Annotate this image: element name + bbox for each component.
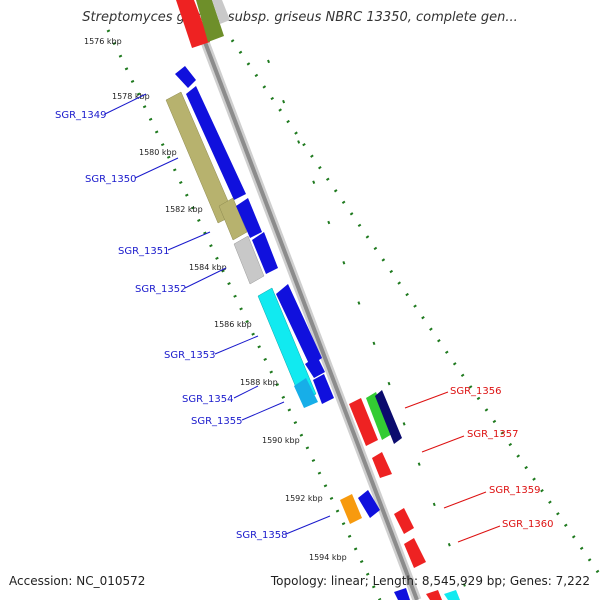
tick-label: 1580 kbp	[139, 148, 177, 157]
gene-blue-f	[358, 490, 380, 518]
callout-line	[184, 267, 227, 289]
gene-label-sgr-1353: SGR_1353	[164, 350, 216, 361]
gene-label-sgr-1359: SGR_1359	[489, 485, 541, 496]
gene-green-top-partial	[196, 0, 224, 42]
gene-blue-long-a	[186, 86, 246, 200]
gene-label-sgr-1351: SGR_1351	[118, 246, 170, 257]
genome-summary-text: Topology: linear; Length: 8,545,929 bp; …	[270, 574, 590, 588]
gene-label-sgr-1352: SGR_1352	[135, 284, 187, 295]
gene-red-a	[349, 398, 378, 446]
callout-line	[285, 515, 331, 535]
gene-sgr-1358-feature	[340, 494, 362, 524]
gene-sgr-1351-feature	[218, 197, 248, 241]
tick-label: 1594 kbp	[309, 553, 347, 562]
gene-grey-top-partial	[212, 0, 230, 24]
gene-sgr-1354-feature	[305, 356, 325, 378]
tick-label: 1582 kbp	[165, 205, 203, 214]
tick-label: 1586 kbp	[214, 320, 252, 329]
tick-label: 1576 kbp	[84, 37, 122, 46]
gene-red-top-partial	[176, 0, 210, 48]
gene-sgr-1356-feature	[366, 392, 392, 440]
accession-text: Accession: NC_010572	[9, 574, 146, 588]
gene-sgr-1360-feature	[404, 538, 426, 568]
tick-label: 1590 kbp	[262, 436, 300, 445]
callout-line	[404, 391, 449, 409]
callout-line	[214, 335, 259, 355]
gene-label-sgr-1357: SGR_1357	[467, 429, 519, 440]
gene-blue-e	[313, 374, 334, 404]
sequence-backbone	[187, 0, 419, 600]
tick-label: 1592 kbp	[285, 494, 323, 503]
gene-bottom-blue-partial	[394, 588, 410, 600]
gene-sgr-1353-feature	[257, 287, 317, 403]
callout-line	[457, 525, 501, 543]
tick-label: 1584 kbp	[189, 263, 227, 272]
gene-label-sgr-1350: SGR_1350	[85, 174, 137, 185]
gene-navy-feature	[375, 390, 402, 444]
callout-line	[443, 491, 487, 509]
gene-sgr-1352-feature	[233, 235, 265, 285]
gene-sgr-1357-feature	[372, 452, 392, 478]
gene-label-sgr-1358: SGR_1358	[236, 530, 288, 541]
gene-label-sgr-1349: SGR_1349	[55, 110, 107, 121]
gene-label-sgr-1356: SGR_1356	[450, 386, 502, 397]
gene-bottom-red-partial	[426, 590, 442, 600]
gene-blue-long-d	[276, 284, 322, 366]
gene-blue-c	[252, 232, 278, 274]
gene-sgr-1359-feature	[394, 508, 414, 534]
gene-label-sgr-1354: SGR_1354	[182, 394, 234, 405]
callout-line	[241, 401, 285, 421]
gene-label-sgr-1355: SGR_1355	[191, 416, 243, 427]
tick-label: 1588 kbp	[240, 378, 278, 387]
gene-sgr-1355-feature	[294, 378, 318, 408]
callout-line	[134, 157, 179, 179]
gene-blue-b	[236, 198, 262, 238]
gene-bottom-cyan-partial	[444, 590, 460, 600]
inner-dotted-guide	[106, 29, 382, 600]
callout-line	[421, 435, 465, 453]
gene-label-sgr-1360: SGR_1360	[502, 519, 554, 530]
callout-line	[167, 231, 211, 251]
tick-label: 1578 kbp	[112, 92, 150, 101]
gene-blue-small-a	[175, 66, 196, 88]
callout-line	[104, 93, 147, 115]
callout-line	[233, 385, 259, 399]
